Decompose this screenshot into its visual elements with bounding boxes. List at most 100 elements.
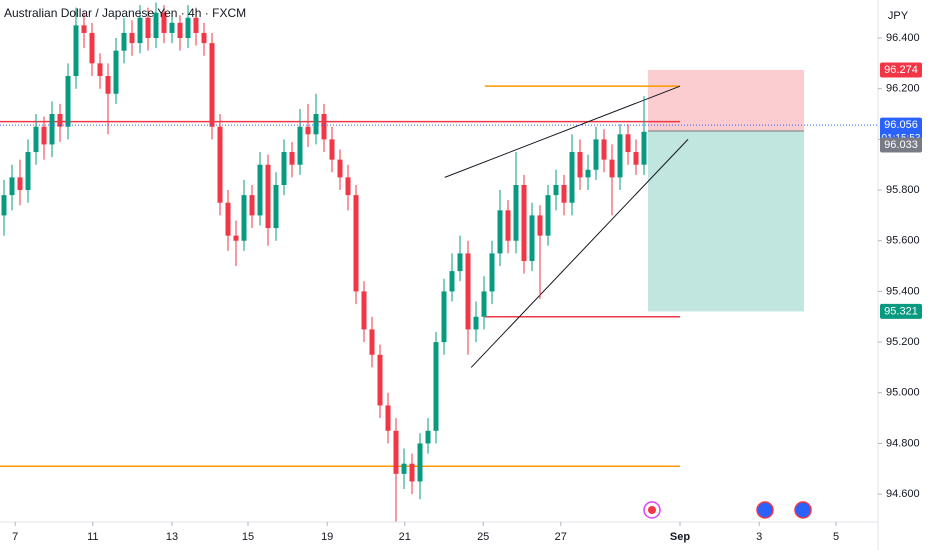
candle-body bbox=[281, 152, 287, 185]
candle-body bbox=[1, 195, 7, 216]
candle-body bbox=[249, 195, 255, 216]
candle-body bbox=[601, 139, 607, 160]
candle-body bbox=[393, 430, 399, 474]
x-tick-label: 15 bbox=[242, 531, 254, 543]
candle-body bbox=[633, 152, 639, 165]
price-label: 96.056 bbox=[884, 119, 918, 131]
trend-line bbox=[470, 139, 689, 368]
y-tick-label: 95.000 bbox=[886, 387, 920, 399]
candle-body bbox=[201, 32, 207, 44]
candle-body bbox=[569, 152, 575, 203]
trend-line bbox=[444, 85, 681, 178]
candle-body bbox=[169, 22, 175, 33]
candle-body bbox=[153, 12, 159, 39]
y-tick-label: 96.200 bbox=[886, 83, 920, 95]
candle-body bbox=[273, 184, 279, 229]
candle-body bbox=[105, 76, 111, 94]
y-tick-label: 95.600 bbox=[886, 235, 920, 247]
candle-body bbox=[585, 169, 591, 178]
candle-body bbox=[497, 210, 503, 254]
x-tick-label: 13 bbox=[166, 531, 178, 543]
event-icon[interactable] bbox=[794, 501, 812, 519]
candle-body bbox=[521, 184, 527, 261]
candle-body bbox=[441, 291, 447, 343]
candle-body bbox=[25, 152, 31, 191]
candle-body bbox=[537, 215, 543, 236]
candle-body bbox=[337, 159, 343, 178]
candle-body bbox=[457, 253, 463, 272]
candle-body bbox=[145, 17, 151, 39]
x-tick-label: 7 bbox=[12, 531, 18, 543]
candle-body bbox=[17, 177, 23, 191]
candle-body bbox=[113, 50, 119, 94]
x-tick-label: 5 bbox=[833, 531, 839, 543]
candle-body bbox=[529, 215, 535, 261]
price-label: 95.321 bbox=[884, 305, 918, 317]
candle-body bbox=[425, 430, 431, 444]
candle-body bbox=[553, 184, 559, 196]
candle-body bbox=[289, 152, 295, 165]
candle-body bbox=[209, 43, 215, 127]
event-icon[interactable] bbox=[756, 501, 774, 519]
candle-body bbox=[81, 25, 87, 33]
candle-body bbox=[353, 195, 359, 292]
candle-body bbox=[89, 32, 95, 64]
candle-body bbox=[617, 134, 623, 178]
price-label: 96.033 bbox=[884, 139, 918, 151]
price-label-bg bbox=[880, 303, 922, 319]
candle-body bbox=[33, 126, 39, 153]
candle-body bbox=[73, 25, 79, 77]
candle-body bbox=[177, 22, 183, 39]
candle-body bbox=[161, 12, 167, 33]
candle-body bbox=[545, 195, 551, 236]
candle-body bbox=[65, 76, 71, 127]
candle-body bbox=[233, 235, 239, 241]
candle-body bbox=[97, 63, 103, 77]
candle-body bbox=[217, 126, 223, 203]
price-label: 96.274 bbox=[884, 64, 918, 76]
candle-body bbox=[321, 114, 327, 140]
candle-body bbox=[369, 329, 375, 355]
candle-body bbox=[593, 139, 599, 170]
candle-body bbox=[577, 152, 583, 178]
candle-body bbox=[185, 17, 191, 39]
candle-body bbox=[465, 253, 471, 330]
y-tick-label: 95.800 bbox=[886, 184, 920, 196]
candle-body bbox=[625, 134, 631, 153]
price-label-bg bbox=[880, 62, 922, 78]
candle-body bbox=[305, 126, 311, 135]
candle-body bbox=[505, 210, 511, 241]
candle-body bbox=[41, 126, 47, 145]
plot-area bbox=[0, 2, 878, 522]
candle-body bbox=[385, 405, 391, 431]
candle-body bbox=[489, 253, 495, 292]
target-zone bbox=[648, 131, 804, 312]
candle-body bbox=[241, 195, 247, 241]
x-tick-label: 3 bbox=[756, 531, 762, 543]
price-label-bg bbox=[880, 137, 922, 153]
candle-body bbox=[561, 184, 567, 203]
x-tick-label: 19 bbox=[321, 531, 333, 543]
candle-body bbox=[481, 291, 487, 317]
candle-body bbox=[377, 354, 383, 406]
x-tick-label: 27 bbox=[555, 531, 567, 543]
candle-body bbox=[9, 177, 15, 196]
y-tick-label: 95.400 bbox=[886, 285, 920, 297]
x-tick-label: 11 bbox=[87, 531, 98, 543]
candle-body bbox=[473, 316, 479, 330]
x-tick-label: 25 bbox=[477, 531, 489, 543]
event-icons bbox=[643, 501, 812, 519]
candle-body bbox=[641, 131, 647, 165]
currency-label: JPY bbox=[888, 10, 909, 22]
candle-body bbox=[57, 114, 63, 127]
y-tick-label: 94.600 bbox=[886, 488, 920, 500]
stop-zone bbox=[648, 69, 804, 132]
x-tick-label: 21 bbox=[399, 531, 411, 543]
candle-body bbox=[297, 126, 303, 165]
y-tick-label: 94.800 bbox=[886, 437, 920, 449]
y-tick-label: 96.400 bbox=[886, 32, 920, 44]
candle-body bbox=[129, 32, 135, 44]
candle-body bbox=[257, 164, 263, 216]
candle-body bbox=[329, 139, 335, 160]
